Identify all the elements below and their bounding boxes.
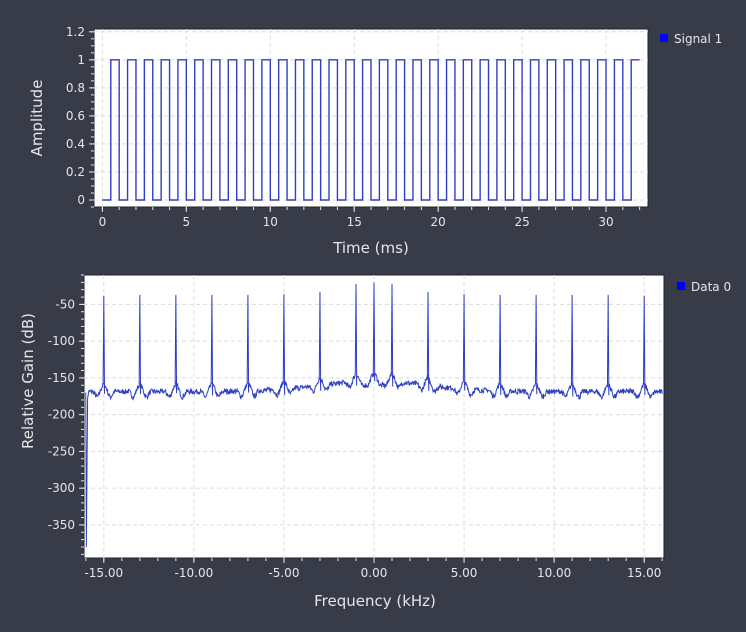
- time-x-axis-label: Time (ms): [332, 239, 409, 257]
- x-tick-label: 15.00: [627, 566, 661, 580]
- data-0-trace: [85, 282, 663, 547]
- spectrum-y-tick-labels: -50 -100 -150 -200 -250 -300 -350: [48, 297, 75, 532]
- y-tick-label: -250: [48, 444, 75, 458]
- y-tick-label: 0.4: [66, 137, 85, 151]
- spectrum-y-axis-label: Relative Gain (dB): [19, 313, 37, 449]
- y-tick-label: 0.6: [66, 109, 85, 123]
- x-tick-label: 5: [183, 215, 191, 229]
- x-tick-label: 10: [263, 215, 278, 229]
- signal-1-legend-marker: [660, 34, 668, 42]
- y-tick-label: 0: [77, 193, 85, 207]
- x-tick-label: 30: [598, 215, 613, 229]
- data-0-legend-label[interactable]: Data 0: [691, 280, 731, 294]
- data-0-legend-marker: [677, 282, 685, 290]
- x-tick-label: 0: [99, 215, 107, 229]
- y-tick-label: -350: [48, 518, 75, 532]
- y-tick-label: -200: [48, 408, 75, 422]
- y-tick-label: 1.2: [66, 25, 85, 39]
- y-tick-label: -300: [48, 481, 75, 495]
- y-tick-label: -50: [55, 297, 75, 311]
- spectrum-x-tick-labels: -15.00 -10.00 -5.00 0.00 5.00 10.00 15.00: [84, 566, 661, 580]
- x-tick-label: 15: [347, 215, 362, 229]
- x-tick-label: 10.00: [537, 566, 571, 580]
- time-x-tick-labels: 0 5 10 15 20 25 30: [99, 215, 614, 229]
- signal-1-legend-label[interactable]: Signal 1: [674, 32, 722, 46]
- y-tick-label: 0.8: [66, 81, 85, 95]
- spectrum-minor-ticks: [79, 274, 663, 563]
- x-tick-label: -10.00: [175, 566, 214, 580]
- y-tick-label: -100: [48, 334, 75, 348]
- time-minor-ticks: [89, 31, 641, 212]
- x-tick-label: 0.00: [361, 566, 388, 580]
- y-tick-label: 1: [77, 53, 85, 67]
- time-y-axis-label: Amplitude: [28, 80, 46, 157]
- x-tick-label: -5.00: [268, 566, 299, 580]
- x-tick-label: 20: [431, 215, 446, 229]
- x-tick-label: 25: [514, 215, 529, 229]
- x-tick-label: -15.00: [84, 566, 123, 580]
- y-tick-label: 0.2: [66, 165, 85, 179]
- time-y-tick-labels: 0 0.2 0.4 0.6 0.8 1 1.2: [66, 25, 85, 207]
- signal-1-trace: [102, 59, 640, 201]
- spectrum-x-axis-label: Frequency (kHz): [314, 592, 436, 610]
- y-tick-label: -150: [48, 371, 75, 385]
- x-tick-label: 5.00: [451, 566, 478, 580]
